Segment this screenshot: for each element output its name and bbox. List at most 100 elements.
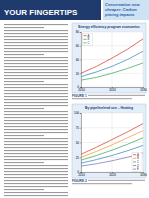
tick-mark (80, 60, 81, 61)
legend-label: C (88, 41, 90, 45)
text-line (4, 105, 68, 106)
text-line (4, 183, 68, 184)
text-line (4, 117, 68, 118)
series-line (81, 51, 143, 76)
text-line (4, 192, 68, 193)
text-line (4, 195, 68, 196)
tick: 2010 (78, 87, 85, 92)
y-axis: 0255075100 (74, 111, 82, 174)
banner (0, 0, 101, 20)
text-line (4, 126, 68, 127)
tick-mark (80, 143, 81, 144)
tick: 100 (74, 111, 81, 115)
text-line (4, 81, 44, 82)
legend-swatch (133, 158, 136, 159)
tick-mark (80, 157, 81, 158)
text-line (4, 90, 68, 91)
legend-box (83, 34, 93, 46)
text-line (4, 180, 68, 181)
legend: ABCDE (132, 153, 142, 172)
tick-mark (80, 32, 81, 33)
x-axis: 2010 2020 2030 (78, 87, 147, 92)
text-line (4, 84, 68, 85)
tick-mark (80, 73, 81, 74)
text-line (4, 87, 68, 88)
text-line (4, 48, 68, 49)
text-line (4, 189, 44, 190)
series-line (81, 124, 143, 155)
grid-line (81, 32, 82, 87)
series-line (81, 63, 143, 80)
text-line (4, 123, 68, 124)
tick: 25 (76, 156, 81, 160)
grid-line (112, 113, 113, 172)
y-axis: 020406080 (76, 30, 82, 89)
text-line (4, 135, 44, 136)
text-line (4, 111, 68, 112)
caption-line (88, 180, 145, 181)
text-line (4, 45, 68, 46)
tick: 80 (76, 30, 81, 34)
tick: 50 (76, 141, 81, 145)
tick-label: 2010 (78, 173, 85, 177)
tick: 2020 (109, 87, 116, 92)
chart-title: Energy efficiency program economics (78, 25, 140, 29)
text-line (4, 63, 68, 64)
grid (81, 32, 143, 87)
caption-line (72, 98, 132, 99)
axis-line (80, 114, 82, 173)
tick: 20 (76, 72, 81, 76)
tick: 2030 (140, 87, 147, 92)
sidebar-line: pricing impacts (104, 12, 135, 17)
text-line (4, 51, 68, 52)
text-line (4, 156, 68, 157)
tick-label: 2010 (78, 88, 85, 92)
axis-line (80, 33, 82, 88)
tick-label: 50 (76, 141, 80, 145)
legend-swatch (133, 169, 136, 170)
text-line (4, 102, 68, 103)
grid (81, 113, 143, 172)
legend: ABC (83, 34, 93, 46)
tick-label: 80 (76, 30, 80, 34)
text-line (4, 138, 68, 139)
tick-label: 60 (76, 44, 80, 48)
text-line (4, 78, 68, 79)
text-line (4, 36, 68, 37)
text-line (4, 174, 68, 175)
tick: 60 (76, 44, 81, 48)
tick: 75 (76, 126, 81, 130)
text-line (4, 27, 44, 28)
text-line (4, 93, 68, 94)
caption: FIGURE 1 (72, 94, 87, 98)
text-line (4, 75, 68, 76)
page: YOUR FINGERTIPSConservation nowcheaper: … (0, 0, 149, 198)
caption-line (88, 95, 145, 96)
text-line (4, 162, 44, 163)
tick: 40 (76, 58, 81, 62)
x-axis: 201020202030 (78, 172, 147, 177)
tick-label: 75 (76, 126, 80, 130)
text-line (4, 171, 68, 172)
tick-mark (80, 113, 81, 114)
text-line (4, 72, 68, 73)
tick-label: 40 (76, 58, 80, 62)
grid-line (112, 32, 113, 87)
caption-line (72, 183, 132, 184)
text-line (4, 96, 68, 97)
tick-mark (80, 46, 81, 47)
tick-label: 20 (76, 72, 80, 76)
text-line (4, 42, 68, 43)
chart-box (72, 23, 146, 93)
plot-area (81, 32, 143, 87)
grid-line (143, 32, 144, 87)
text-line (4, 186, 68, 187)
legend-swatch (133, 161, 136, 162)
legend-swatch (84, 35, 87, 36)
text-line (4, 69, 68, 70)
tick-mark (80, 128, 81, 129)
text-line (4, 144, 68, 145)
sidebar-text: Conservation nowcheaper: Carbonpricing i… (104, 2, 141, 17)
legend-label: E (137, 167, 139, 171)
text-line (4, 108, 44, 109)
